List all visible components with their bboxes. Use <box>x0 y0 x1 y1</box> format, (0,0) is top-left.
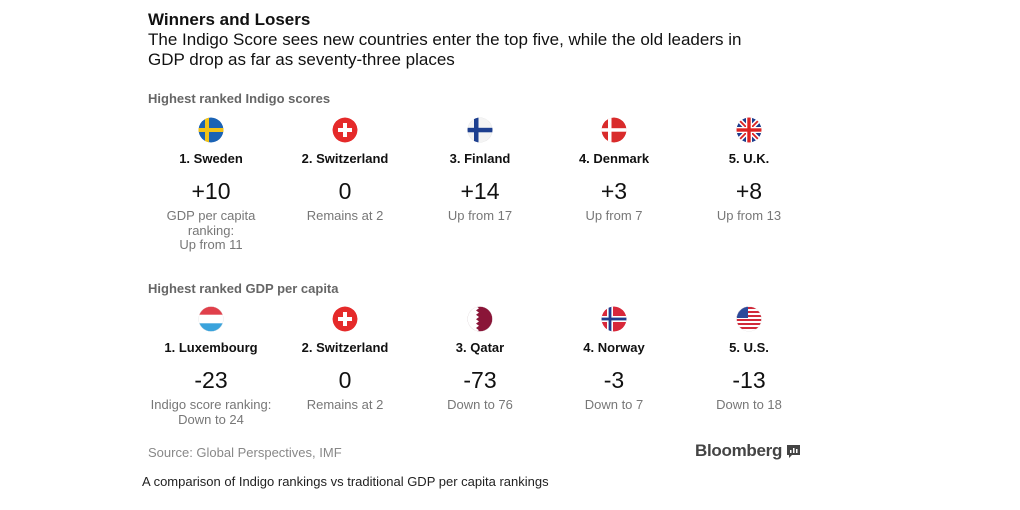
country-name: 5. U.S. <box>729 340 769 355</box>
rank-description: Remains at 2 <box>306 397 384 412</box>
rank-description: Remains at 2 <box>306 208 384 223</box>
section-label-gdp: Highest ranked GDP per capita <box>148 281 339 296</box>
rank-description: Up from 7 <box>585 208 643 223</box>
brand-logo: Bloomberg <box>695 441 783 460</box>
rank-change: -23 <box>194 367 228 393</box>
country-name: 1. Luxembourg <box>164 340 258 355</box>
switzerland-flag-icon <box>332 117 358 143</box>
denmark-flag-icon <box>601 117 627 143</box>
us-flag-icon <box>736 306 762 332</box>
country-card: 1. Luxembourg -23 Indigo score ranking: Do… <box>141 306 281 427</box>
rank-change: +3 <box>600 178 628 204</box>
switzerland-flag-icon <box>332 306 358 332</box>
chart-subtitle: The Indigo Score sees new countries ente… <box>148 30 742 69</box>
rank-description: Up from 13 <box>716 208 782 223</box>
country-card: 5. U.S. -13 Down to 18 <box>679 306 819 413</box>
country-card: 3. Qatar -73 Down to 76 <box>410 306 550 413</box>
rank-description: Down to 18 <box>716 397 782 412</box>
rank-description: GDP per capita ranking: Up from 11 <box>166 208 256 252</box>
rank-description: Down to 7 <box>584 397 644 412</box>
section-label-indigo: Highest ranked Indigo scores <box>148 91 331 106</box>
finland-flag-icon <box>467 117 493 143</box>
chart-title: Winners and Losers <box>148 10 311 29</box>
rank-description: Down to 76 <box>447 397 513 412</box>
country-name: 4. Denmark <box>578 151 650 166</box>
chat-icon <box>787 445 800 458</box>
rank-change: +8 <box>735 178 763 204</box>
norway-flag-icon <box>601 306 627 332</box>
rank-change: -73 <box>463 367 497 393</box>
country-card: 5. U.K. +8 Up from 13 <box>679 117 819 224</box>
country-card: 4. Norway -3 Down to 7 <box>544 306 684 413</box>
country-card: 2. Switzerland 0 Remains at 2 <box>275 117 415 224</box>
country-card: 4. Denmark +3 Up from 7 <box>544 117 684 224</box>
country-name: 5. U.K. <box>728 151 770 166</box>
country-name: 2. Switzerland <box>301 340 389 355</box>
rank-change: -13 <box>732 367 766 393</box>
country-name: 4. Norway <box>583 340 645 355</box>
country-card: 2. Switzerland 0 Remains at 2 <box>275 306 415 413</box>
rank-change: -3 <box>603 367 625 393</box>
rank-change: +10 <box>191 178 231 204</box>
qatar-flag-icon <box>467 306 493 332</box>
rank-description: Up from 17 <box>447 208 513 223</box>
rank-description: Indigo score ranking: Down to 24 <box>150 397 272 427</box>
uk-flag-icon <box>736 117 762 143</box>
country-name: 1. Sweden <box>179 151 243 166</box>
country-name: 3. Qatar <box>455 340 505 355</box>
figure-caption: A comparison of Indigo rankings vs tradi… <box>142 474 549 489</box>
country-card: 3. Finland +14 Up from 17 <box>410 117 550 224</box>
rank-change: 0 <box>338 367 352 393</box>
luxembourg-flag-icon <box>198 306 224 332</box>
country-name: 2. Switzerland <box>301 151 389 166</box>
country-card: 1. Sweden +10 GDP per capita ranking: Up f… <box>141 117 281 253</box>
country-name: 3. Finland <box>449 151 511 166</box>
rank-change: +14 <box>460 178 500 204</box>
rank-change: 0 <box>338 178 352 204</box>
source-note: Source: Global Perspectives, IMF <box>148 445 342 460</box>
sweden-flag-icon <box>198 117 224 143</box>
